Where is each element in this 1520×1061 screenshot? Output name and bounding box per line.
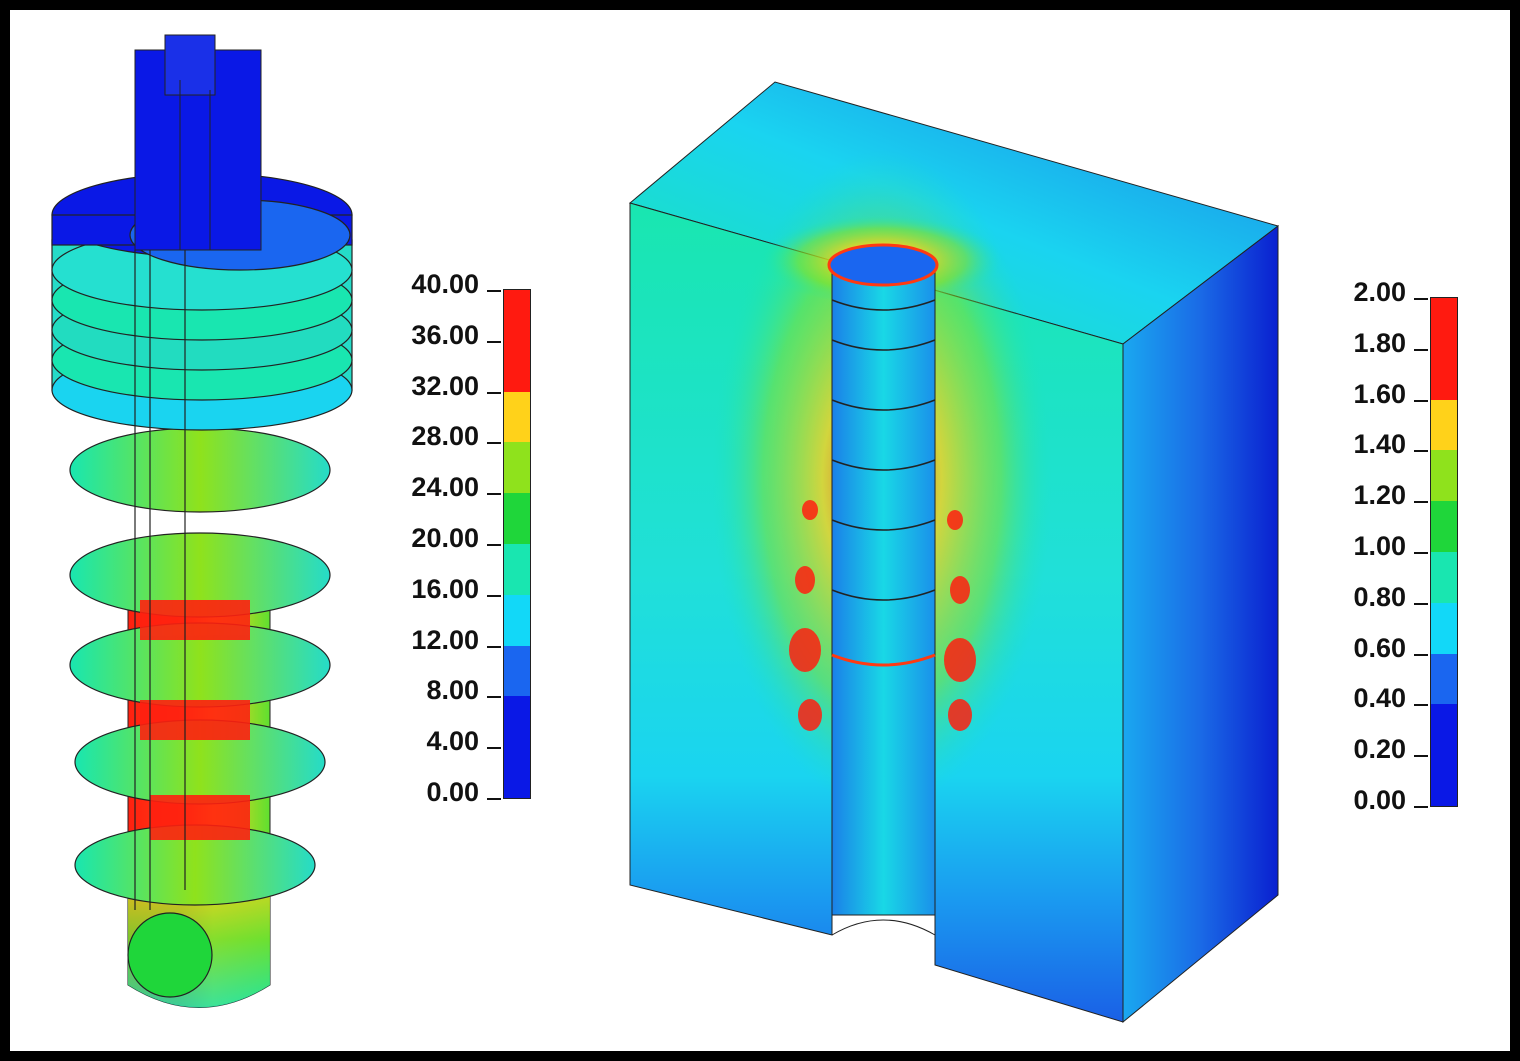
- legend-tick-label: 0.60: [1318, 633, 1428, 664]
- legend-band: [1431, 501, 1457, 552]
- legend-band: [1431, 348, 1457, 400]
- right-color-legend: 2.00 1.80 1.60 1.40 1.20 1.00 0.80 0.60 0.40 0.20…: [1330, 277, 1500, 838]
- legend-tick-label: 36.00: [391, 320, 501, 351]
- legend-tick-label: 40.00: [391, 269, 501, 300]
- simulation-figure: [51, 34, 1280, 1024]
- anchor-top-bracket: [134, 34, 262, 251]
- legend-band: [1431, 704, 1457, 756]
- legend-band: [504, 340, 530, 392]
- legend-band: [1431, 602, 1457, 654]
- legend-band: [1431, 653, 1457, 705]
- soil-block-model: [628, 81, 1280, 1024]
- legend-band: [1431, 298, 1457, 349]
- legend-band: [504, 391, 530, 443]
- helical-anchor-model: [51, 34, 353, 1008]
- legend-tick-label: 0.40: [1318, 683, 1428, 714]
- legend-tick-label: 1.80: [1318, 328, 1428, 359]
- legend-tick-label: 0.20: [1318, 734, 1428, 765]
- right-color-bar: [1430, 297, 1458, 807]
- bore-grooves: [831, 299, 936, 667]
- legend-tick-label: 0.00: [391, 777, 501, 808]
- anchor-section-lines: [127, 250, 213, 998]
- anchor-bore: [831, 252, 936, 916]
- legend-band: [504, 290, 530, 341]
- legend-band: [504, 645, 530, 697]
- legend-tick-label: 0.80: [1318, 582, 1428, 613]
- legend-tick-label: 20.00: [391, 523, 501, 554]
- legend-band: [504, 696, 530, 748]
- left-color-bar: [503, 289, 531, 799]
- block-side-face: [1122, 224, 1279, 1024]
- legend-band: [1431, 552, 1457, 603]
- anchor-hot-spots: [140, 600, 250, 840]
- left-color-legend: 40.00 36.00 32.00 28.00 24.00 20.00 16.00 12.00…: [390, 269, 560, 830]
- legend-tick-label: 1.00: [1318, 531, 1428, 562]
- legend-tick-label: 2.00: [1318, 277, 1428, 308]
- legend-tick-label: 4.00: [391, 726, 501, 757]
- legend-tick-label: 16.00: [391, 574, 501, 605]
- legend-tick-label: 0.00: [1318, 785, 1428, 816]
- legend-band: [1431, 755, 1457, 806]
- legend-band: [504, 544, 530, 595]
- legend-tick-label: 28.00: [391, 421, 501, 452]
- legend-tick-label: 1.20: [1318, 480, 1428, 511]
- legend-tick-label: 12.00: [391, 625, 501, 656]
- legend-band: [1431, 450, 1457, 502]
- legend-tick-label: 32.00: [391, 371, 501, 402]
- legend-tick-label: 24.00: [391, 472, 501, 503]
- legend-tick-label: 1.40: [1318, 429, 1428, 460]
- bore-hot-spots: [789, 500, 976, 731]
- legend-band: [1431, 399, 1457, 451]
- figure-frame: 40.00 36.00 32.00 28.00 24.00 20.00 16.00 12.00…: [10, 10, 1510, 1051]
- legend-band: [504, 493, 530, 544]
- legend-tick-label: 8.00: [391, 675, 501, 706]
- legend-band: [504, 747, 530, 798]
- legend-band: [504, 594, 530, 646]
- legend-tick-label: 1.60: [1318, 379, 1428, 410]
- legend-band: [504, 442, 530, 494]
